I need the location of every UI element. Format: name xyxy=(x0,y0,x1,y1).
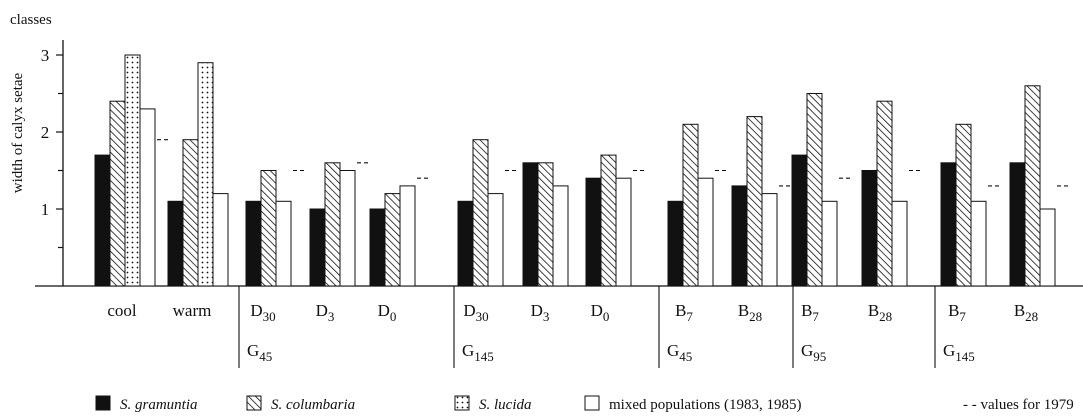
x-tick-label: D30 xyxy=(463,301,488,324)
legend-label-mixed: mixed populations (1983, 1985) xyxy=(609,397,801,413)
supergroup-label: G45 xyxy=(247,341,272,364)
x-tick-label: cool xyxy=(107,301,137,320)
bar-gramuntia xyxy=(585,177,602,287)
bar-mixed xyxy=(1039,208,1056,287)
y-axis-label: width of calyx setae xyxy=(10,72,26,193)
bar-gramuntia xyxy=(791,154,808,287)
y-unit-label: classes xyxy=(10,12,52,28)
bar-columbaria xyxy=(109,100,126,287)
supergroup-label: G145 xyxy=(462,341,494,364)
bar-mixed xyxy=(339,170,356,287)
supergroup-label: G145 xyxy=(943,341,975,364)
bar-mixed xyxy=(552,185,569,287)
x-tick-label: B28 xyxy=(1014,301,1038,324)
bar-gramuntia xyxy=(522,162,539,287)
bar-mixed xyxy=(212,193,229,287)
bar-gramuntia xyxy=(457,200,474,287)
x-tick-label: B7 xyxy=(675,301,693,324)
x-tick-label: warm xyxy=(173,301,212,320)
bar-gramuntia xyxy=(1009,162,1026,287)
bar-gramuntia xyxy=(309,208,326,287)
bar-columbaria xyxy=(682,123,699,287)
bar-mixed xyxy=(139,108,156,287)
bar-mixed xyxy=(970,200,987,287)
bar-columbaria xyxy=(182,139,199,287)
bar-columbaria xyxy=(746,116,763,287)
legend-swatch-lucida xyxy=(454,395,470,411)
bar-columbaria xyxy=(537,162,554,287)
supergroup-label: G45 xyxy=(667,341,692,364)
bar-lucida xyxy=(124,54,141,287)
x-tick-label: B7 xyxy=(948,301,966,324)
legend-label-columbaria: S. columbaria xyxy=(271,397,355,413)
bar-columbaria xyxy=(806,93,823,287)
x-tick-label: B7 xyxy=(801,301,819,324)
supergroup-label: G95 xyxy=(801,341,826,364)
bar-gramuntia xyxy=(167,200,184,287)
x-tick-label: D3 xyxy=(316,301,335,324)
bar-gramuntia xyxy=(861,170,878,287)
legend-label-gramuntia: S. gramuntia xyxy=(120,397,198,413)
x-tick-label: D0 xyxy=(378,301,397,324)
bars xyxy=(94,54,1056,287)
legend-swatch-gramuntia xyxy=(95,395,111,411)
bar-mixed xyxy=(761,193,778,287)
bar-mixed xyxy=(697,177,714,287)
bar-gramuntia xyxy=(245,200,262,287)
bar-columbaria xyxy=(600,154,617,287)
bar-gramuntia xyxy=(369,208,386,287)
x-tick-label: D30 xyxy=(250,301,275,324)
legend-swatch-mixed xyxy=(584,395,600,411)
bar-mixed xyxy=(821,200,838,287)
y-tick-label: 2 xyxy=(41,123,50,142)
bar-columbaria xyxy=(472,139,489,287)
bar-mixed xyxy=(399,185,416,287)
bar-columbaria xyxy=(324,162,341,287)
reference-lines-1979 xyxy=(157,139,1071,187)
x-tick-labels: cool warm D30 D3 D0 D30 D3 D0 B7 B28 B7 B28 B7 B28 G45… xyxy=(107,301,1038,364)
x-tick-label: B28 xyxy=(738,301,762,324)
bar-columbaria xyxy=(955,123,972,287)
bar-columbaria xyxy=(260,170,277,287)
legend: S. gramuntia S. columbaria S. lucida mixed … xyxy=(95,395,1074,413)
legend-label-lucida: S. lucida xyxy=(479,397,532,413)
y-tick-label: 3 xyxy=(41,46,50,65)
bar-columbaria xyxy=(1024,85,1041,287)
bar-mixed xyxy=(615,177,632,287)
bar-mixed xyxy=(891,200,908,287)
y-tick-label: 1 xyxy=(41,200,50,219)
x-tick-label: B28 xyxy=(868,301,892,324)
legend-swatch-columbaria xyxy=(246,395,262,411)
bar-columbaria xyxy=(876,100,893,287)
bar-mixed xyxy=(275,200,292,287)
bar-gramuntia xyxy=(94,154,111,287)
bar-mixed xyxy=(487,193,504,287)
x-tick-label: D3 xyxy=(531,301,550,324)
bar-gramuntia xyxy=(940,162,957,287)
bar-lucida xyxy=(197,62,214,287)
x-tick-label: D0 xyxy=(591,301,610,324)
legend-label-reference: - - values for 1979 xyxy=(963,397,1074,413)
bar-gramuntia xyxy=(667,200,684,287)
bar-columbaria xyxy=(384,193,401,287)
bar-gramuntia xyxy=(731,185,748,287)
